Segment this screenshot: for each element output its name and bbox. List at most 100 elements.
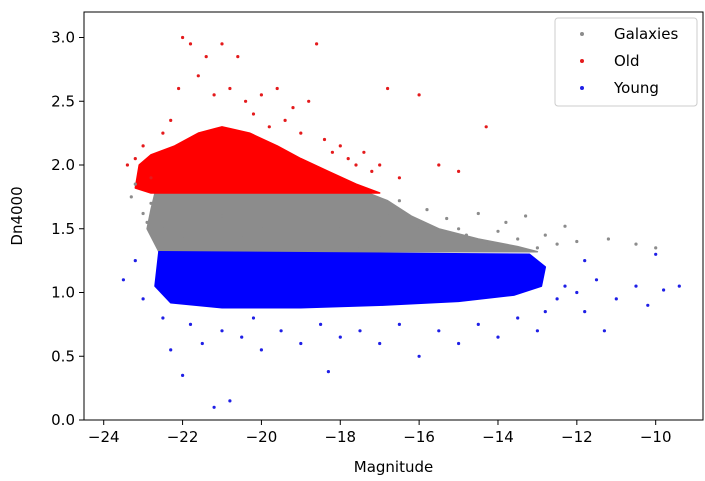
old-point [346,157,350,161]
old-point [169,118,173,122]
young-point [476,322,480,326]
old-point [267,125,271,129]
region-old [134,126,381,194]
old-point [220,42,224,46]
legend-label-young: Young [613,79,659,97]
young-point [555,297,559,301]
galaxies-point [153,233,157,237]
old-point [484,125,488,129]
galaxies-point [397,199,401,203]
x-tick-label: −22 [167,428,199,446]
galaxies-point [575,239,579,244]
old-point [299,131,303,135]
y-tick-label: 3.0 [51,29,75,47]
young-point [326,370,330,374]
young-point [602,329,607,333]
old-point [259,93,263,97]
old-point [251,112,256,116]
old-point [386,86,390,91]
x-tick-label: −10 [640,428,672,446]
young-point [181,373,185,377]
old-point [204,55,208,59]
galaxies-point [563,224,567,228]
young-point [121,278,125,282]
galaxies-point [386,214,390,218]
old-point [181,35,185,40]
old-point [196,74,200,78]
young-point [543,310,547,314]
young-point [496,335,500,339]
old-point [417,93,421,97]
old-point [141,144,145,148]
young-point [662,288,666,292]
legend-box [554,17,698,107]
galaxies-point [358,246,362,250]
old-point [291,106,295,110]
young-point [457,341,461,346]
old-point [188,42,193,46]
young-point [516,316,520,320]
galaxies-point [555,242,559,246]
young-point [614,297,618,301]
young-point [240,335,244,339]
y-tick-label: 1.0 [51,284,75,302]
galaxies-point [484,242,488,246]
galaxies-point [634,242,638,246]
old-point [177,86,181,91]
young-point [338,335,342,339]
old-point [275,86,279,91]
young-point [169,348,173,352]
galaxies-point [299,239,303,244]
legend-marker-young [580,86,584,90]
old-point [338,144,342,148]
galaxies-point [169,211,173,216]
old-point [370,169,374,173]
young-point [634,284,638,288]
x-tick-label: −24 [88,428,120,446]
young-point [437,329,441,333]
galaxies-point [476,211,480,216]
old-point [228,86,232,91]
x-tick-label: −12 [561,428,593,446]
galaxies-point [543,233,547,237]
old-point [378,163,382,167]
region-young [154,250,547,309]
young-point [583,259,587,263]
galaxies-point [220,214,224,218]
young-point [228,399,232,403]
region-galaxies [146,192,539,253]
x-tick-label: −16 [403,428,435,446]
galaxies-point [141,211,145,216]
young-point [200,341,204,346]
old-point [133,157,137,161]
y-tick-label: 1.5 [51,220,75,238]
galaxies-point [496,229,500,233]
legend: Galaxies Old Young [554,17,698,107]
legend-label-old: Old [614,52,640,70]
old-point [354,163,358,167]
young-point [397,322,401,326]
young-point [279,329,283,333]
density-regions [134,126,547,309]
galaxies-point [378,233,382,237]
galaxies-point [319,208,323,212]
galaxies-point [181,237,185,241]
young-point [299,341,303,346]
x-tick-label: −20 [246,428,278,446]
young-point [161,316,165,320]
axes-frame [83,11,704,421]
x-tick-label: −14 [482,428,514,446]
young-point [141,297,145,301]
young-point [358,329,362,333]
young-point [646,303,650,307]
old-point [397,176,401,180]
galaxies-point [535,246,540,250]
old-point [149,176,153,180]
galaxies-point [338,227,342,231]
old-point [161,131,165,135]
old-point [322,137,327,142]
y-tick-label: 0.5 [51,347,75,365]
old-point [283,118,287,122]
scatter-points [121,35,681,409]
